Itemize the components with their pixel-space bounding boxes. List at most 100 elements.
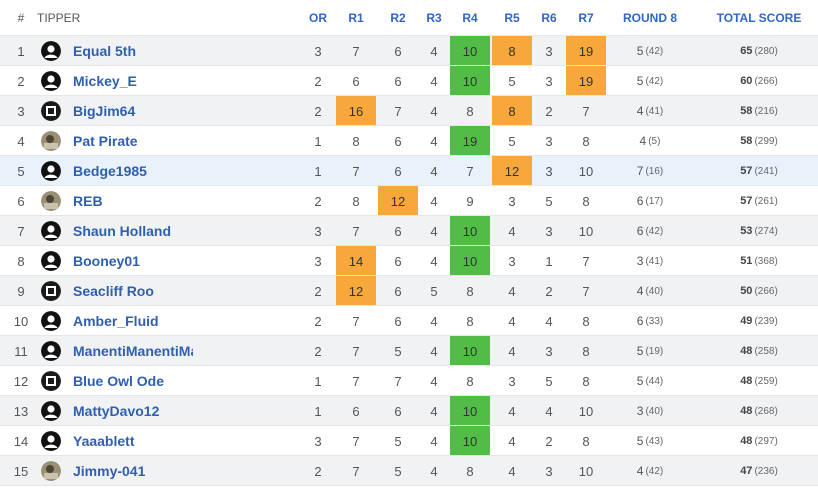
tipper-name-link[interactable]: MattyDavo12 (73, 403, 160, 419)
cell-r4: 10 (450, 336, 490, 366)
cell-round8: 6 (33) (610, 306, 690, 336)
tipper-name-link[interactable]: Shaun Holland (73, 223, 171, 239)
row-rank: 15 (13, 463, 29, 479)
default-avatar-icon[interactable] (41, 431, 61, 451)
table-row[interactable]: 6 REB 2 8 12 4 9 3 5 8 6 (17) 57 (261) (0, 186, 818, 216)
header-r2[interactable]: R2 (390, 11, 406, 25)
total-score-sub: (266) (754, 285, 778, 297)
tipper-name-link[interactable]: Mickey_E (73, 73, 137, 89)
cell-r6: 2 (545, 103, 553, 119)
table-row[interactable]: 10 Amber_Fluid 2 7 6 4 8 4 4 8 6 (33) 49 (239) (0, 306, 818, 336)
tipper-name-link[interactable]: Bedge1985 (73, 163, 147, 179)
cell-r4: 8 (466, 103, 474, 119)
tipper-name-link[interactable]: ManentiManentiMa (73, 343, 193, 359)
table-row[interactable]: 4 Pat Pirate 1 8 6 4 19 5 3 8 4 (5) 58 (299) (0, 126, 818, 156)
table-row[interactable]: 2 Mickey_E 2 6 6 4 10 5 3 19 5 (42) 60 (266) (0, 66, 818, 96)
tipper-name-link[interactable]: Seacliff Roo (73, 283, 154, 299)
cell-r7: 8 (582, 343, 590, 359)
cell-r5: 5 (508, 73, 516, 89)
default-avatar-icon[interactable] (41, 401, 61, 421)
header-tipper[interactable]: TIPPER (37, 11, 81, 25)
cell-r5: 8 (492, 96, 532, 126)
cell-r3: 4 (430, 343, 438, 359)
default-avatar-icon[interactable] (41, 41, 61, 61)
cell-r6: 3 (545, 163, 553, 179)
round8-score: 5 (636, 344, 644, 358)
round8-sub: (43) (645, 435, 664, 447)
photo-avatar-icon[interactable] (41, 191, 61, 211)
table-row[interactable]: 7 Shaun Holland 3 7 6 4 10 4 3 10 6 (42) 53 (274) (0, 216, 818, 246)
total-score: 57 (740, 195, 753, 207)
cell-or: 2 (314, 313, 322, 329)
tipper-name-link[interactable]: Equal 5th (73, 43, 137, 59)
default-avatar-icon[interactable] (41, 71, 61, 91)
cell-r6: 2 (545, 283, 553, 299)
tipper-name-link[interactable]: Jimmy-041 (73, 463, 146, 479)
table-row[interactable]: 5 Bedge1985 1 7 6 4 7 12 3 10 7 (16) 57 (241) (0, 156, 818, 186)
cell-r7: 10 (578, 223, 594, 239)
cell-r4: 7 (466, 163, 474, 179)
row-divider (0, 425, 818, 426)
header-r1[interactable]: R1 (348, 11, 364, 25)
cell-r2: 12 (378, 186, 418, 216)
header-r7[interactable]: R7 (578, 11, 594, 25)
default-avatar-icon[interactable] (41, 221, 61, 241)
round8-score: 4 (639, 134, 647, 148)
cell-r7: 19 (566, 66, 606, 96)
header-r4[interactable]: R4 (462, 11, 478, 25)
tipper-name-link[interactable]: Yaaablett (73, 433, 135, 449)
cell-r3: 4 (430, 403, 438, 419)
cell-r5: 8 (492, 36, 532, 66)
round8-sub: (41) (645, 105, 664, 117)
table-row[interactable]: 15 Jimmy-041 2 7 5 4 8 4 3 10 4 (42) 47 (236) (0, 456, 818, 486)
cell-round8: 5 (43) (610, 426, 690, 456)
table-row[interactable]: 8 Booney01 3 14 6 4 10 3 1 7 3 (41) 51 (368) (0, 246, 818, 276)
table-row[interactable]: 3 BigJim64 2 16 7 4 8 8 2 7 4 (41) 58 (216) (0, 96, 818, 126)
table-row[interactable]: 9 Seacliff Roo 2 12 6 5 8 4 2 7 4 (40) 50 (266) (0, 276, 818, 306)
tipper-name-link[interactable]: Amber_Fluid (73, 313, 159, 329)
header-r6[interactable]: R6 (541, 11, 557, 25)
cell-r7: 7 (582, 103, 590, 119)
cell-round8: 5 (42) (610, 66, 690, 96)
cell-r5: 4 (508, 433, 516, 449)
header-r3[interactable]: R3 (426, 11, 442, 25)
header-r5[interactable]: R5 (504, 11, 520, 25)
total-score: 57 (740, 165, 753, 177)
badge-avatar-icon[interactable] (41, 101, 61, 121)
header-rank[interactable]: # (17, 11, 25, 25)
tipper-name-link[interactable]: BigJim64 (73, 103, 136, 119)
table-row[interactable]: 14 Yaaablett 3 7 5 4 10 4 2 8 5 (43) 48 (297) (0, 426, 818, 456)
cell-r3: 4 (430, 463, 438, 479)
tipper-name-link[interactable]: REB (73, 193, 103, 209)
default-avatar-icon[interactable] (41, 251, 61, 271)
cell-round8: 5 (19) (610, 336, 690, 366)
round8-score: 5 (636, 74, 644, 88)
photo-avatar-icon[interactable] (41, 461, 61, 481)
tipper-name-link[interactable]: Pat Pirate (73, 133, 138, 149)
total-score-sub: (266) (754, 75, 778, 87)
cell-r7: 8 (582, 433, 590, 449)
table-row[interactable]: 1 Equal 5th 3 7 6 4 10 8 3 19 5 (42) 65 (280) (0, 36, 818, 66)
photo-avatar-icon[interactable] (41, 131, 61, 151)
default-avatar-icon[interactable] (41, 311, 61, 331)
header-total-score[interactable]: TOTAL SCORE (716, 11, 802, 25)
cell-r1: 8 (352, 133, 360, 149)
cell-r5: 4 (508, 463, 516, 479)
tipper-name-link[interactable]: Booney01 (73, 253, 140, 269)
cell-r3: 4 (430, 103, 438, 119)
header-round8[interactable]: ROUND 8 (622, 11, 677, 25)
cell-r2: 6 (394, 223, 402, 239)
cell-r4: 10 (450, 216, 490, 246)
table-row[interactable]: 13 MattyDavo12 1 6 6 4 10 4 4 10 3 (40) 48 (268) (0, 396, 818, 426)
total-score-sub: (280) (754, 45, 778, 57)
table-row[interactable]: 11 ManentiManentiMa 2 7 5 4 10 4 3 8 5 (19) 48 (258) (0, 336, 818, 366)
round8-sub: (19) (645, 345, 664, 357)
default-avatar-icon[interactable] (41, 161, 61, 181)
default-avatar-icon[interactable] (41, 341, 61, 361)
cell-total-score: 57 (241) (700, 156, 818, 186)
badge-avatar-icon[interactable] (41, 281, 61, 301)
tipper-name-link[interactable]: Blue Owl Ode (73, 373, 165, 389)
table-row[interactable]: 12 Blue Owl Ode 1 7 7 4 8 3 5 8 5 (44) 48 (259) (0, 366, 818, 396)
badge-avatar-icon[interactable] (41, 371, 61, 391)
header-or[interactable]: OR (309, 11, 327, 25)
